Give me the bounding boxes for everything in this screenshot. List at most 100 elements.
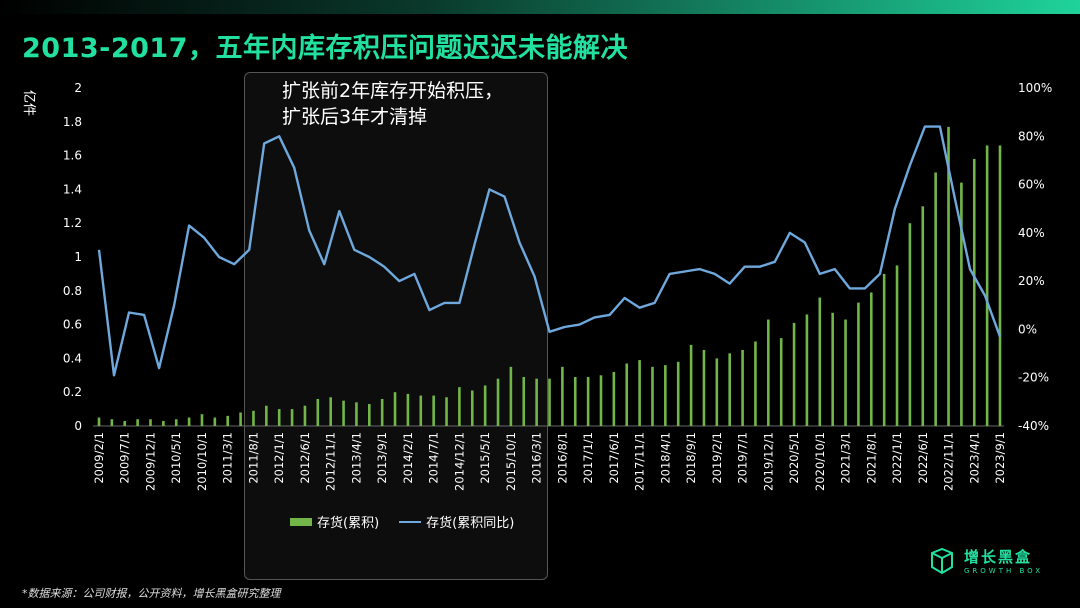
bar <box>162 420 165 426</box>
left-axis-tick: 0 <box>74 419 82 433</box>
left-axis-unit: 亿件 <box>21 90 36 117</box>
x-axis-tick: 2013/9/1 <box>375 432 389 484</box>
bar <box>316 398 320 426</box>
x-axis-tick: 2022/6/1 <box>916 432 930 484</box>
x-axis-tick: 2010/10/1 <box>195 432 209 491</box>
brand-logo: 增长黑盒 GROWTH BOX <box>928 546 1043 575</box>
bar <box>779 338 783 426</box>
bar <box>934 172 937 426</box>
cube-icon <box>931 547 953 574</box>
x-axis-tick: 2018/4/1 <box>658 432 672 484</box>
bar <box>702 349 706 426</box>
bar <box>355 402 358 426</box>
x-axis-tick: 2019/2/1 <box>710 432 724 484</box>
right-axis-tick: -20% <box>1018 371 1049 385</box>
bar <box>252 410 255 426</box>
right-axis-tick: 40% <box>1018 226 1045 240</box>
bar <box>625 363 629 426</box>
bar <box>741 349 744 426</box>
bar <box>187 417 191 426</box>
page-title: 2013-2017，五年内库存积压问题迟迟未能解决 <box>22 33 628 64</box>
x-axis-tick: 2017/11/1 <box>633 432 647 491</box>
bar <box>638 360 641 426</box>
chart-legend: 存货(累积) 存货(累积同比) <box>290 512 514 531</box>
x-axis-tick: 2010/5/1 <box>169 432 183 484</box>
bar <box>985 145 989 426</box>
x-axis-tick: 2020/5/1 <box>787 432 801 484</box>
x-axis-tick: 2009/12/1 <box>143 432 157 491</box>
series-line <box>97 125 1002 377</box>
legend-item-line: 存货(累积同比) <box>399 512 514 531</box>
x-axis-tick: 2019/12/1 <box>761 432 775 491</box>
x-axis-tick: 2012/11/1 <box>324 432 338 491</box>
bar <box>290 409 294 426</box>
bar <box>921 206 925 426</box>
bar <box>689 344 693 426</box>
bar <box>149 419 152 426</box>
bar <box>368 404 371 426</box>
legend-item-bar: 存货(累积) <box>290 512 379 531</box>
x-axis-tick: 2017/1/1 <box>581 432 595 484</box>
bar <box>200 414 204 426</box>
data-source-note: *数据来源：公司财报，公开资料，增长黑盒研究整理 <box>22 587 281 600</box>
left-axis-tick: 0.4 <box>63 351 82 365</box>
bar <box>651 366 654 426</box>
x-axis-tick: 2012/6/1 <box>298 432 312 484</box>
bar <box>419 395 423 426</box>
bar <box>123 420 127 426</box>
bar <box>239 412 242 426</box>
x-axis-tick: 2011/3/1 <box>221 432 235 484</box>
annotation-line-1: 扩张前2年库存开始积压， <box>282 80 504 102</box>
bar <box>612 371 616 426</box>
bar <box>792 322 796 426</box>
bar <box>664 365 667 426</box>
right-axis-tick: 80% <box>1018 129 1045 143</box>
x-axis-tick: 2023/9/1 <box>993 432 1007 484</box>
bar <box>509 366 513 426</box>
bar <box>818 297 822 426</box>
bar <box>561 366 564 426</box>
bar <box>857 302 860 426</box>
left-axis-tick: 1.6 <box>63 149 82 163</box>
left-axis-tick: 2 <box>74 81 82 95</box>
right-axis-tick: 60% <box>1018 178 1045 192</box>
bar <box>844 319 847 426</box>
logo-subtitle: GROWTH BOX <box>964 567 1044 575</box>
bar <box>226 415 230 426</box>
right-axis-tick: 20% <box>1018 274 1045 288</box>
x-axis-tick: 2016/8/1 <box>555 432 569 484</box>
left-axis-tick: 1.2 <box>63 216 82 230</box>
bar <box>265 405 268 426</box>
top-accent-bar <box>0 0 1080 14</box>
bar <box>303 405 307 426</box>
x-axis-tick: 2014/12/1 <box>452 432 466 491</box>
bar <box>754 341 757 426</box>
bar <box>535 378 538 426</box>
logo-name: 增长黑盒 <box>964 548 1033 566</box>
x-axis-tick: 2012/1/1 <box>272 432 286 484</box>
bar <box>110 419 114 426</box>
bar <box>586 376 590 426</box>
bar <box>277 409 281 426</box>
bar <box>432 395 435 426</box>
bar <box>947 126 950 427</box>
right-axis-tick: 100% <box>1018 81 1052 95</box>
bar <box>342 400 345 426</box>
legend-line-swatch <box>399 520 422 523</box>
x-axis-tick: 2018/9/1 <box>684 432 698 484</box>
bar <box>869 292 873 426</box>
bar <box>895 265 899 426</box>
x-axis-tick: 2016/3/1 <box>530 432 544 484</box>
x-axis-tick: 2015/5/1 <box>478 432 492 484</box>
bar <box>972 158 976 427</box>
annotation-line-2: 扩张后3年才清掉 <box>282 106 428 128</box>
left-axis-tick: 1.4 <box>63 182 82 196</box>
x-axis-tick: 2022/1/1 <box>890 432 904 484</box>
highlight-box <box>244 72 548 580</box>
left-axis-tick: 0.2 <box>63 385 82 399</box>
bar <box>728 353 731 426</box>
bar <box>573 376 577 426</box>
bar <box>445 397 448 426</box>
bar <box>599 375 603 426</box>
